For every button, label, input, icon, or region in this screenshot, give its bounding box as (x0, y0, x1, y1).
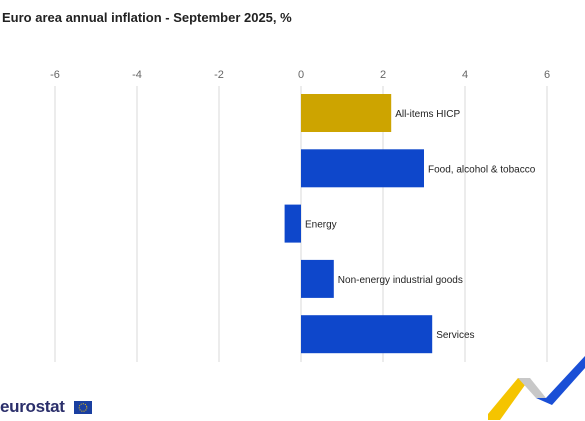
bar-all-items-hicp[interactable] (301, 94, 392, 132)
category-label: All-items HICP (395, 109, 460, 120)
x-tick-label: -4 (132, 69, 142, 81)
category-labels: All-items HICP Food, alcohol & tobacco Ene… (305, 109, 536, 341)
x-tick-label: -6 (50, 69, 60, 81)
category-label: Services (436, 330, 474, 341)
eurostat-logo: eurostat (0, 397, 65, 416)
chart-title: Euro area annual inflation - September 2… (2, 10, 292, 25)
x-tick-label: 2 (380, 69, 386, 81)
x-tick-label: 4 (462, 69, 468, 81)
x-tick-label: 6 (544, 69, 550, 81)
bar-non-energy-industrial-goods[interactable] (301, 259, 334, 298)
bar-energy[interactable] (284, 204, 301, 243)
eu-flag-icon (74, 401, 92, 414)
bars (284, 94, 433, 354)
category-label: Energy (305, 220, 337, 231)
category-label: Food, alcohol & tobacco (428, 164, 536, 175)
x-tick-label: -2 (214, 69, 224, 81)
bar-services[interactable] (301, 315, 433, 354)
bar-food-alcohol-tobacco[interactable] (301, 149, 424, 188)
x-tick-label: 0 (298, 69, 304, 81)
category-label: Non-energy industrial goods (338, 275, 463, 286)
decorative-chevron-icon (488, 356, 585, 420)
x-axis-ticks: -6 -4 -2 0 2 4 6 (50, 69, 550, 81)
